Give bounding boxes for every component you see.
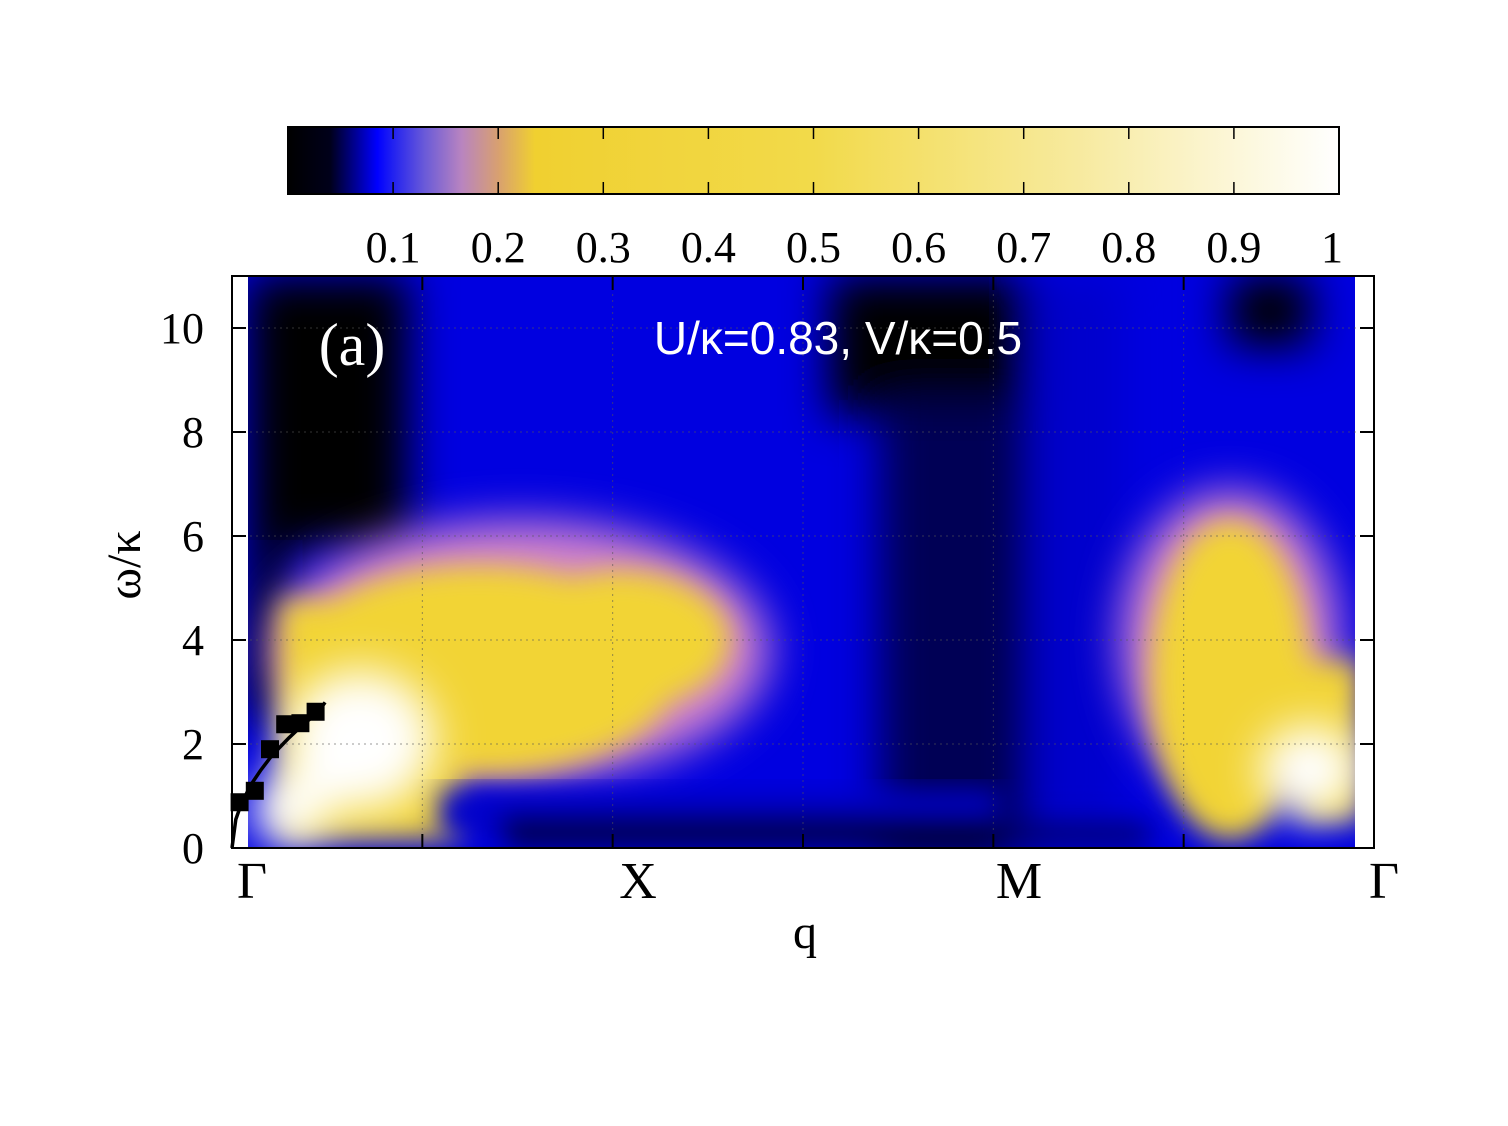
colorbar-tick-label: 0.4 xyxy=(681,223,736,272)
y-tick-label: 0 xyxy=(182,824,204,873)
data-point xyxy=(276,715,295,734)
grid-lines xyxy=(232,276,1374,848)
x-axis-label: q xyxy=(793,906,817,959)
colorbar: 0.1 0.2 0.3 0.4 0.5 0.6 0.7 0.8 0.9 1 xyxy=(287,126,1343,272)
colorbar-tick-label: 0.7 xyxy=(996,223,1051,272)
parameters-label: U/κ=0.83, V/κ=0.5 xyxy=(654,312,1022,364)
data-point xyxy=(230,793,249,812)
data-point xyxy=(291,714,310,733)
y-tick-label: 8 xyxy=(182,408,204,457)
x-symmetry-label: Γ xyxy=(1369,853,1399,910)
colorbar-tick-label: 0.5 xyxy=(786,223,841,272)
y-tick-label: 4 xyxy=(182,616,204,665)
y-tick-label: 2 xyxy=(182,720,204,769)
colorbar-tick-label: 0.9 xyxy=(1206,223,1261,272)
colorbar-tick-label: 1 xyxy=(1321,223,1343,272)
colorbar-tick-label: 0.2 xyxy=(471,223,526,272)
x-symmetry-label: Γ xyxy=(237,853,267,910)
data-point-markers xyxy=(230,702,325,812)
x-symmetry-label: X xyxy=(619,853,657,910)
colorbar-tick-label: 0.6 xyxy=(891,223,946,272)
colorbar-tick-label: 0.1 xyxy=(366,223,421,272)
data-point xyxy=(261,740,279,759)
data-point xyxy=(306,702,325,721)
colorbar-tick-labels: 0.1 0.2 0.3 0.4 0.5 0.6 0.7 0.8 0.9 1 xyxy=(366,223,1343,272)
axis-ticks xyxy=(231,276,1375,849)
data-point xyxy=(245,781,264,800)
colorbar-ticks xyxy=(392,127,1340,194)
y-tick-label: 10 xyxy=(160,304,204,353)
colorbar-tick-label: 0.3 xyxy=(576,223,631,272)
x-symmetry-label: M xyxy=(996,853,1042,910)
y-axis-label: ω/κ xyxy=(98,530,151,599)
colorbar-tick-label: 0.8 xyxy=(1101,223,1156,272)
y-tick-labels: 0 2 4 6 8 10 xyxy=(160,304,204,873)
panel-label: (a) xyxy=(319,312,386,378)
y-tick-label: 6 xyxy=(182,512,204,561)
